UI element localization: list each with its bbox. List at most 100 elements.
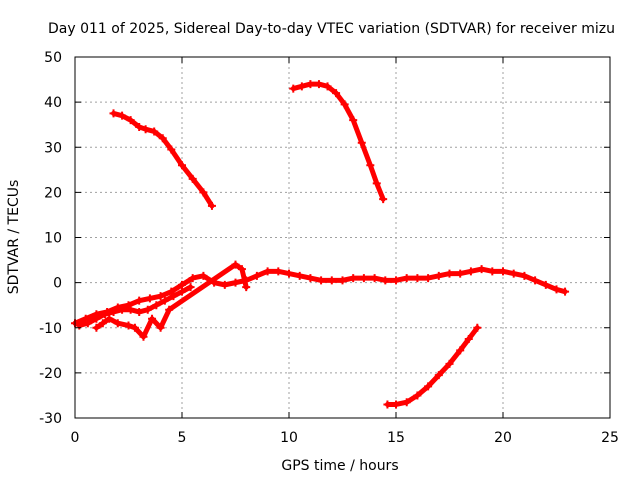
data-point (231, 278, 240, 287)
data-point (126, 116, 135, 125)
data-point (297, 82, 306, 91)
data-point (186, 283, 195, 292)
data-point (464, 335, 473, 344)
data-point (499, 267, 507, 276)
x-tick-label: 10 (280, 430, 298, 446)
x-axis-label: GPS time / hours (281, 458, 398, 474)
y-tick-label: 0 (53, 276, 62, 292)
data-point (237, 265, 246, 274)
series-arc-3 (384, 325, 480, 407)
x-tick-label: 25 (601, 430, 619, 446)
data-point (340, 100, 349, 109)
data-point (434, 371, 443, 380)
y-tick-label: 40 (44, 95, 62, 111)
data-point (130, 323, 139, 332)
data-point (379, 195, 388, 204)
data-point (156, 323, 165, 332)
y-tick-label: -10 (39, 321, 62, 337)
data-point (167, 287, 176, 296)
data-point (359, 274, 368, 283)
data-point (466, 267, 475, 276)
data-point (434, 271, 443, 280)
data-point (477, 265, 486, 274)
data-point (252, 271, 261, 280)
data-point (231, 260, 240, 269)
data-point (402, 274, 411, 283)
data-point (160, 296, 169, 305)
data-point (317, 276, 326, 285)
data-point (158, 134, 167, 143)
x-tick-label: 15 (387, 430, 405, 446)
data-point (242, 283, 251, 292)
data-point (488, 267, 497, 276)
data-point (100, 310, 109, 319)
data-point (199, 271, 208, 280)
data-point (263, 267, 272, 276)
data-point (306, 274, 315, 283)
data-point (199, 188, 208, 197)
data-point (124, 321, 133, 330)
data-point (169, 292, 178, 301)
data-point (118, 305, 127, 314)
data-point (357, 138, 366, 147)
data-point (92, 314, 101, 323)
data-point (349, 274, 358, 283)
data-point (445, 269, 454, 278)
data-point (156, 292, 165, 301)
y-tick-label: -30 (39, 411, 62, 427)
data-point (145, 294, 154, 303)
data-point (366, 161, 375, 170)
data-point (456, 346, 465, 355)
data-point (323, 82, 332, 91)
series-arc-2 (290, 81, 386, 202)
y-axis-label: SDTVAR / TECUs (6, 180, 22, 295)
data-point (338, 276, 347, 285)
data-point (98, 319, 107, 328)
data-point (141, 125, 150, 134)
data-point (188, 174, 197, 183)
data-point (306, 80, 315, 89)
data-point (178, 287, 186, 296)
data-point (314, 80, 323, 89)
data-point (135, 307, 144, 316)
data-point (445, 359, 454, 368)
data-point (392, 276, 400, 285)
data-point (135, 122, 144, 131)
data-point (561, 287, 570, 296)
data-point (327, 276, 336, 285)
series-arc-1 (111, 110, 215, 209)
data-point (126, 305, 135, 314)
data-point (135, 296, 144, 305)
data-point (424, 382, 433, 391)
data-point (109, 307, 118, 316)
data-point (372, 179, 381, 188)
data-point (109, 109, 118, 118)
data-point (424, 274, 433, 283)
data-point (105, 314, 114, 323)
data-point (188, 274, 197, 283)
y-tick-label: -20 (39, 366, 62, 382)
x-tick-label: 5 (178, 430, 187, 446)
series-band-spikes (93, 262, 249, 340)
data-marks (71, 80, 570, 409)
chart-title: Day 011 of 2025, Sidereal Day-to-day VTE… (48, 21, 615, 37)
data-point (383, 400, 392, 409)
data-point (289, 84, 298, 93)
data-point (83, 319, 92, 328)
data-point (473, 323, 482, 332)
data-point (509, 269, 518, 278)
data-point (165, 305, 174, 314)
data-point (285, 269, 293, 278)
data-point (150, 127, 159, 136)
y-tick-label: 10 (44, 231, 62, 247)
grid (75, 57, 610, 418)
data-point (113, 319, 122, 328)
y-tick-label: 20 (44, 185, 62, 201)
data-point (541, 280, 550, 289)
y-tick-label: 50 (44, 50, 62, 66)
series-band-main (72, 266, 568, 326)
data-point (118, 111, 127, 120)
x-tick-label: 0 (71, 430, 80, 446)
data-point (220, 280, 229, 289)
